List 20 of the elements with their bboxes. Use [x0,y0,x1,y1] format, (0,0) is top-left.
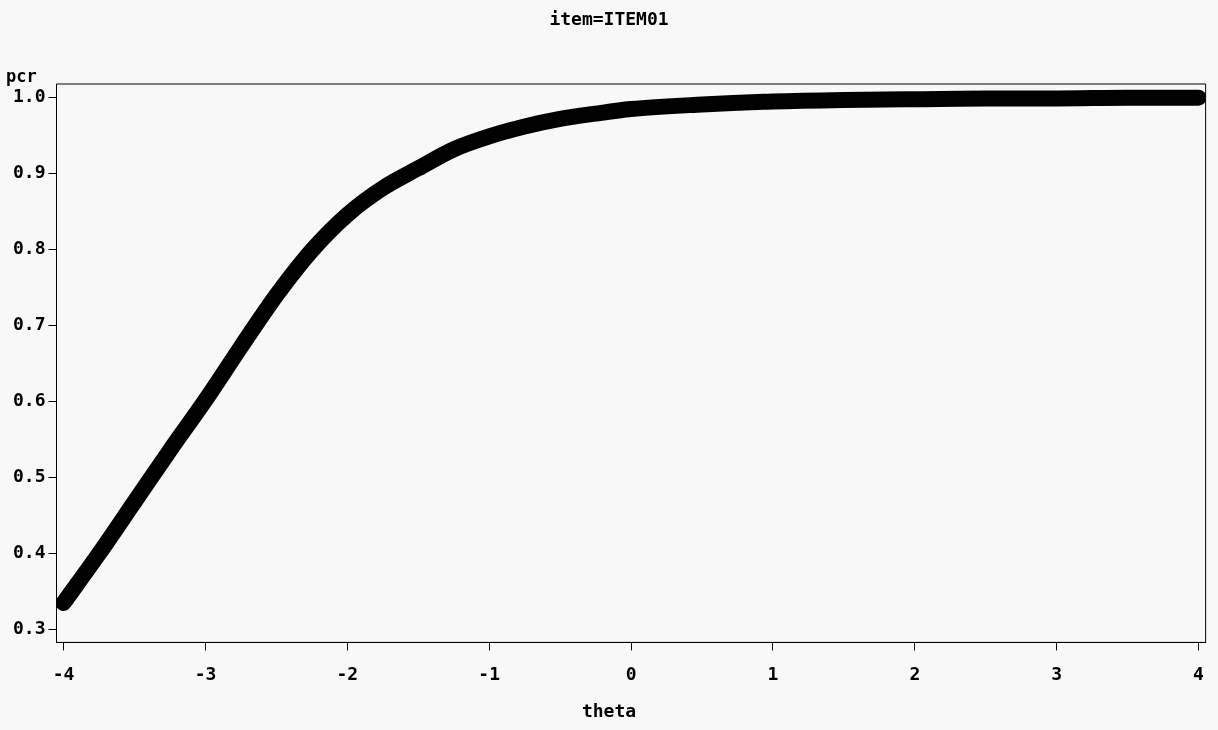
y-tick-label: 0.5 [13,465,46,487]
x-tick-label: -3 [194,662,217,684]
y-tick-label: 0.4 [13,541,46,563]
x-tick-label: 3 [1051,662,1063,684]
x-tick-label: 0 [625,662,637,684]
y-tick-label: 0.6 [13,389,46,411]
x-tick-label: 4 [1193,662,1205,684]
x-tick-label: -1 [478,662,501,684]
x-tick-label: -4 [52,662,75,684]
x-tick-label: 1 [767,662,779,684]
x-tick-label: -2 [336,662,359,684]
y-tick-label: 0.9 [13,161,46,183]
y-tick-label: 1.0 [13,85,46,107]
y-tick-label: 0.8 [13,237,46,259]
y-axis-title: pcr [6,66,37,86]
chart-title: item=ITEM01 [548,8,670,29]
x-axis-title: theta [580,700,638,721]
y-tick-label: 0.3 [13,617,46,639]
x-tick-label: 2 [909,662,921,684]
y-tick-label: 0.7 [13,313,46,335]
